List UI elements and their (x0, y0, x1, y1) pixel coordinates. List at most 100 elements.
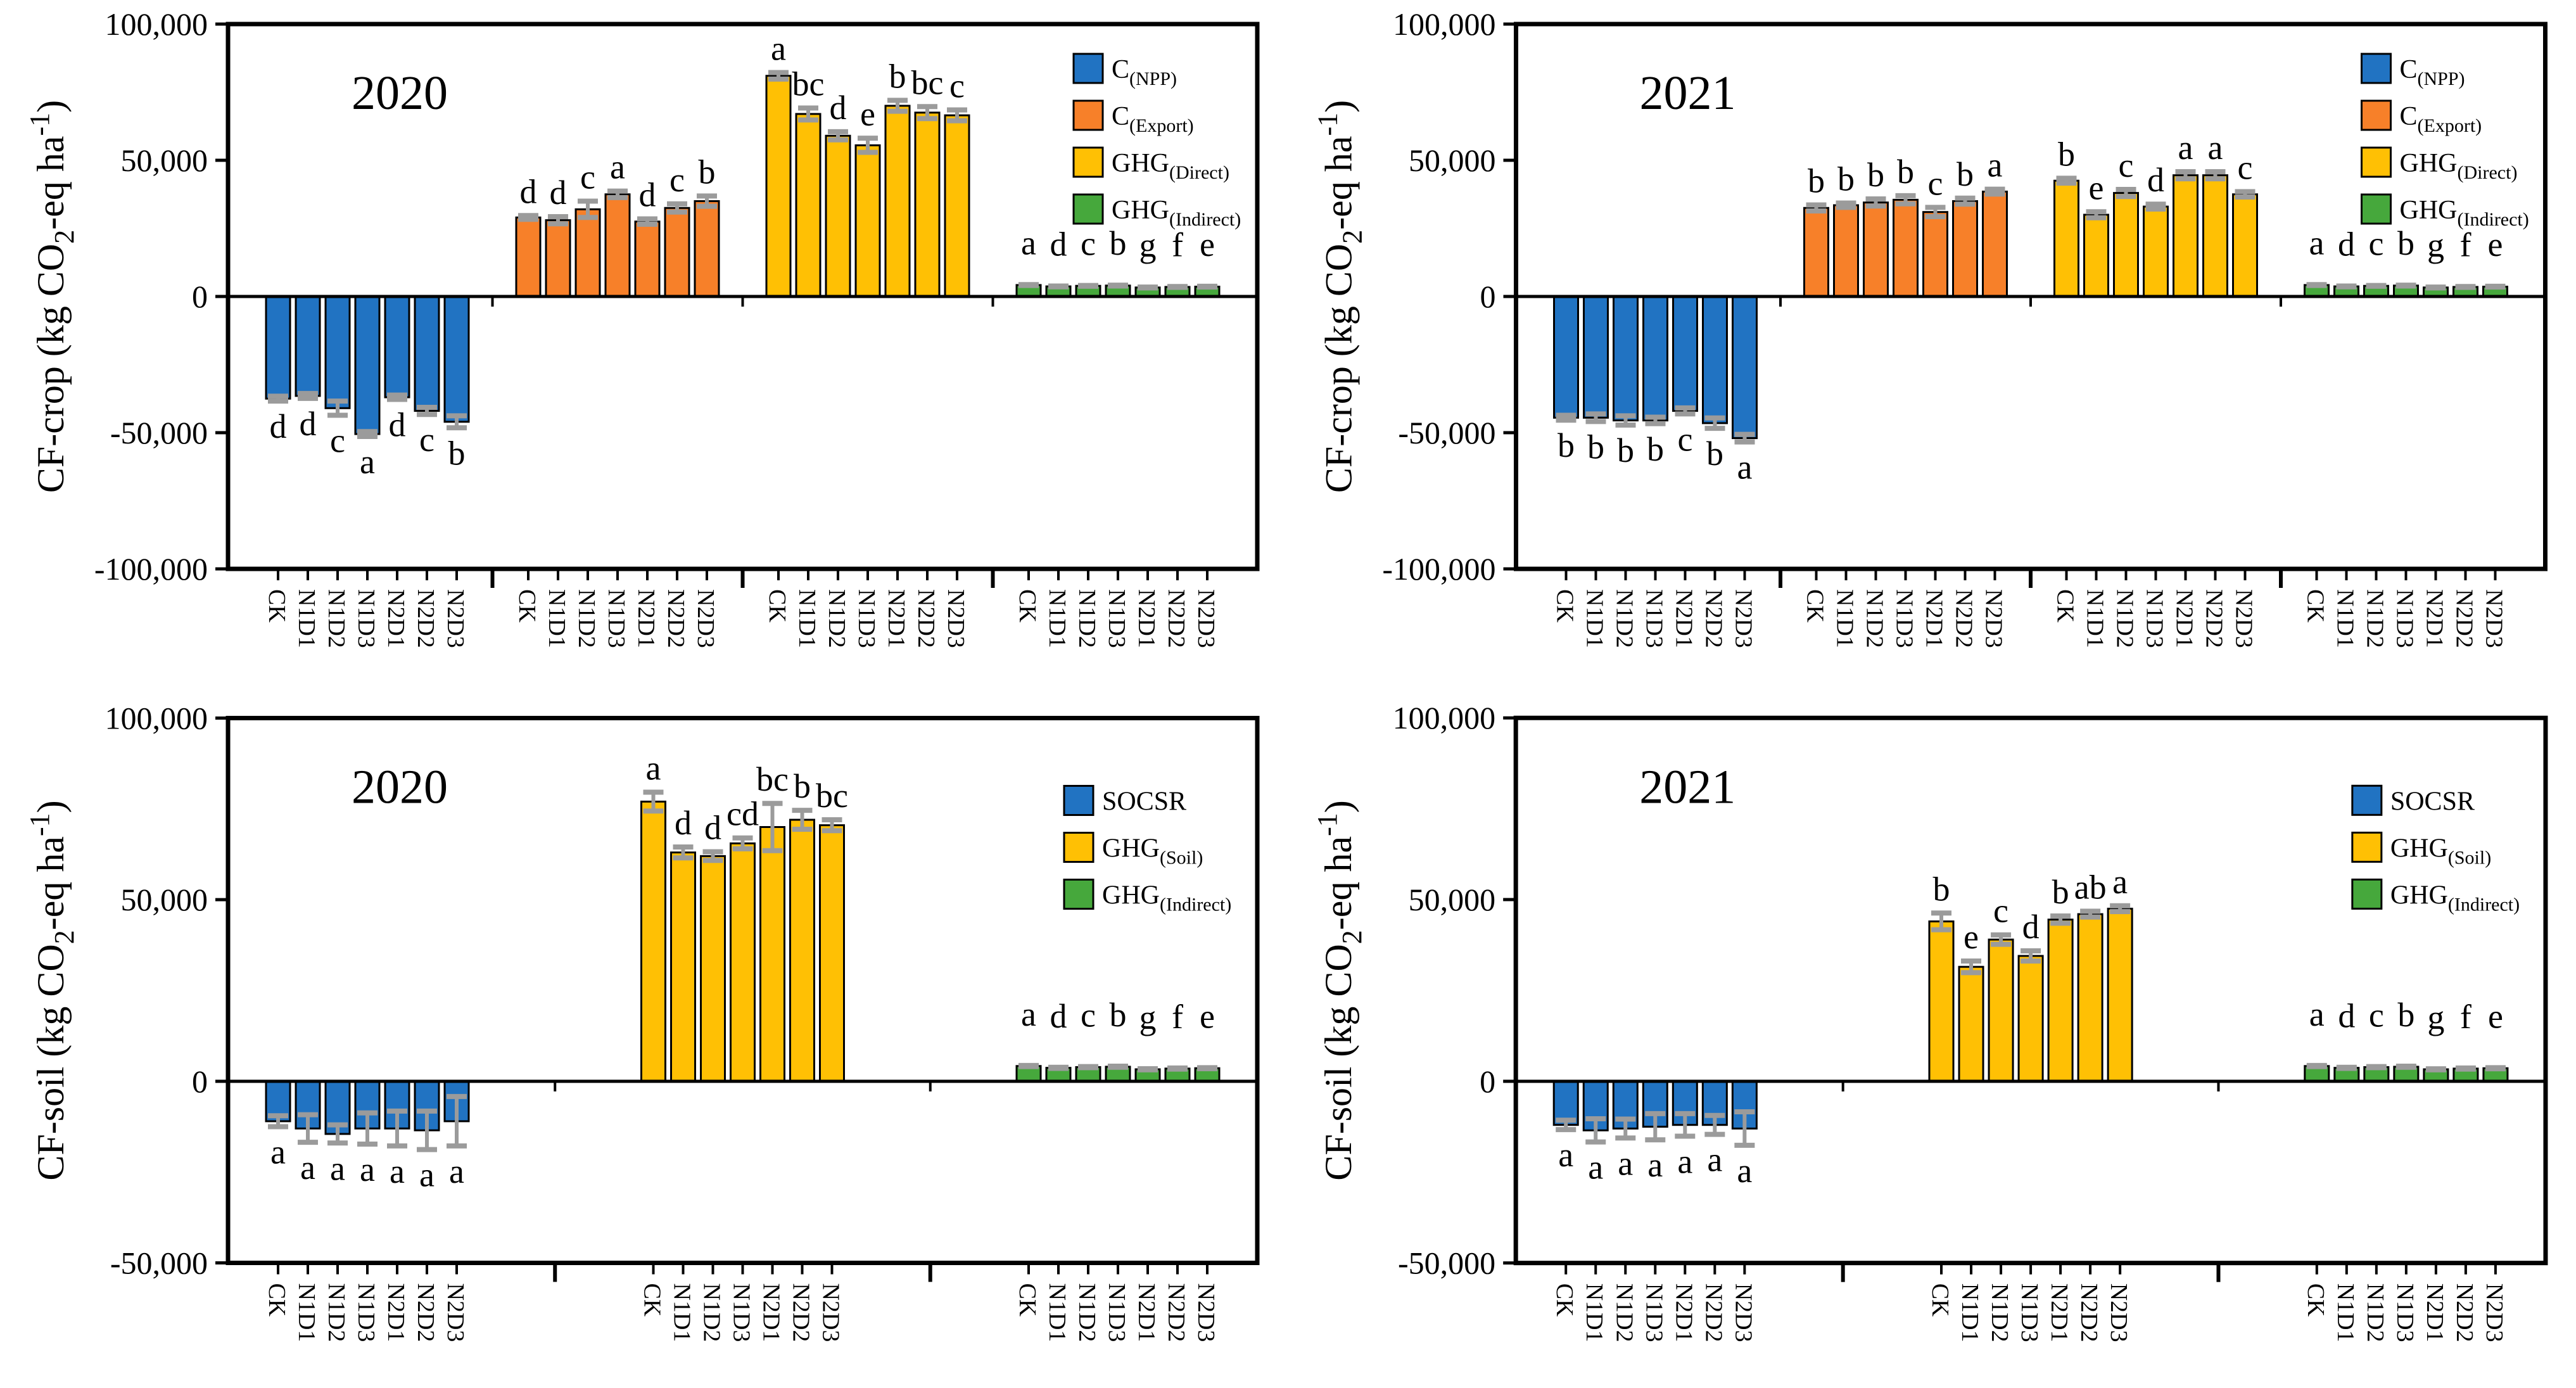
significance-letter: d (1050, 997, 1067, 1035)
bar-GHG(Soil)-N2D1 (2047, 919, 2074, 1083)
x-tick-label: N1D3 (2016, 1283, 2043, 1342)
x-tick-label: N2D2 (1163, 589, 1190, 648)
bar-C(NPP)-N2D3 (1732, 295, 1758, 440)
legend-label-GHG(Indirect): GHG(Indirect) (2400, 196, 2529, 230)
legend-swatch-GHG(Indirect) (1063, 879, 1094, 910)
bar-C(NPP)-N1D3 (1642, 295, 1668, 422)
y-axis-label: CF-crop (kg CO2-eq ha-1) (1312, 100, 1368, 493)
significance-letter: g (2427, 998, 2444, 1036)
significance-letter: c (1928, 164, 1943, 202)
bar-GHG(Soil)-N2D3 (819, 824, 845, 1083)
significance-letter: a (1588, 1149, 1603, 1187)
legend-swatch-C(NPP) (2361, 53, 2392, 84)
y-tick-label: -50,000 (110, 415, 208, 450)
bar-GHG(Direct)-N2D2 (2202, 174, 2228, 298)
x-tick-label: N1D1 (1044, 1283, 1070, 1342)
x-tick-label: N1D1 (2082, 589, 2109, 648)
y-tick-label: 100,000 (1393, 6, 1496, 42)
legend-swatch-SOCSR (1063, 785, 1094, 816)
x-tick-label: CK (1551, 1283, 1578, 1317)
x-tick-label: N2D1 (633, 589, 659, 648)
y-tick-label: 100,000 (1393, 700, 1496, 735)
x-tick-label: N1D3 (1103, 1283, 1130, 1342)
significance-letter: d (520, 172, 537, 210)
x-tick-label: N2D2 (2451, 589, 2478, 648)
bar-GHG(Soil)-N1D3 (2017, 955, 2044, 1083)
y-tick-label: 50,000 (1409, 882, 1496, 917)
bar-GHG(Direct)-N1D2 (2113, 192, 2139, 298)
panel-2021-cf-crop: b CK b N1D1 b N1D2 b N1D3 c N2D1 b N2D2 a N2D3 b CK b N1D… (1288, 0, 2576, 694)
significance-letter: a (1737, 449, 1753, 487)
legend-label-GHG(Indirect): GHG(Indirect) (1112, 196, 1241, 230)
x-tick-label: N1D3 (2392, 589, 2418, 648)
significance-letter: ab (2074, 868, 2107, 906)
bar-C(Export)-N2D2 (1952, 200, 1978, 298)
y-tick-label: 0 (192, 279, 208, 314)
legend-swatch-C(Export) (1072, 99, 1104, 131)
x-tick-label: N2D2 (2076, 1283, 2102, 1342)
significance-letter: b (1897, 153, 1914, 191)
bar-C(NPP)-N2D2 (1702, 295, 1728, 424)
x-tick-label: N2D3 (942, 589, 969, 648)
x-tick-label: N1D2 (2362, 589, 2389, 648)
legend-swatch-GHG(Soil) (2351, 831, 2383, 863)
significance-letter: e (1200, 226, 1215, 264)
significance-letter: a (2112, 863, 2128, 901)
significance-letter: a (1988, 146, 2003, 184)
significance-letter: a (300, 1149, 315, 1187)
legend-label-GHG(Indirect): GHG(Indirect) (1102, 881, 1231, 915)
significance-letter: d (2147, 161, 2164, 199)
significance-letter: d (675, 804, 692, 842)
significance-letter: a (1618, 1144, 1633, 1182)
panel-2020-cf-soil: a CK a N1D1 a N1D2 a N1D3 a N2D1 a N2D2 a N2D3 a CK d N1D… (0, 694, 1288, 1388)
significance-letter: c (2119, 146, 2134, 184)
significance-letter: bc (756, 760, 789, 798)
legend-label-GHG(Soil): GHG(Soil) (2390, 834, 2491, 868)
bar-C(Export)-N2D1 (1922, 211, 1948, 298)
y-tick-label: 100,000 (105, 701, 208, 736)
significance-letter: e (1964, 918, 1979, 956)
y-axis-label: CF-soil (kg CO2-eq ha-1) (1312, 800, 1367, 1180)
x-tick-label: N1D1 (1957, 1283, 1983, 1342)
x-tick-label: N1D2 (573, 589, 600, 648)
chart-2020-cf-soil-svg: a CK a N1D1 a N1D2 a N1D3 a N2D1 a N2D2 a N2D3 a CK d N1D… (24, 701, 1260, 1342)
chart-2021-cf-soil-svg: a CK a N1D1 a N1D2 a N1D3 a N2D1 a N2D2 a N2D3 b CK e N1D… (1312, 700, 2548, 1342)
legend-label-C(NPP): C(NPP) (1112, 55, 1177, 89)
significance-letter: a (2309, 995, 2325, 1033)
legend-swatch-C(NPP) (1072, 53, 1104, 84)
significance-letter: b (2397, 996, 2414, 1034)
plot-border (225, 716, 1260, 1265)
x-tick-label: CK (263, 589, 290, 623)
significance-letter: a (2208, 129, 2223, 167)
significance-letter: a (1021, 995, 1036, 1033)
significance-letter: a (771, 30, 786, 68)
x-tick-label: N1D3 (728, 1283, 755, 1342)
plot-border (225, 22, 1260, 571)
significance-letter: e (2488, 226, 2503, 264)
chart-2021-cf-crop-svg: b CK b N1D1 b N1D2 b N1D3 c N2D1 b N2D2 a N2D3 b CK b N1D… (1312, 6, 2547, 648)
x-tick-label: N2D1 (1133, 1283, 1160, 1342)
bar-C(Export)-N1D2 (574, 208, 601, 298)
significance-letter: a (2309, 224, 2325, 262)
legend-swatch-GHG(Direct) (2361, 146, 2392, 178)
significance-letter: b (1587, 428, 1604, 466)
bar-SOCSR-CK (1552, 1080, 1579, 1126)
x-tick-label: N1D1 (1832, 589, 1858, 648)
legend-swatch-GHG(Soil) (1063, 832, 1094, 863)
significance-letter: c (2369, 996, 2384, 1035)
significance-letter: b (1647, 430, 1664, 468)
bar-C(NPP)-N1D1 (1583, 295, 1609, 419)
significance-letter: b (1837, 160, 1855, 198)
bar-C(NPP)-N2D2 (414, 295, 440, 412)
panel-2021-cf-soil: a CK a N1D1 a N1D2 a N1D3 a N2D1 a N2D2 a N2D3 b CK e N1D… (1288, 694, 2576, 1388)
x-tick-label: CK (2302, 1283, 2329, 1317)
legend-swatch-SOCSR (2351, 784, 2383, 816)
x-tick-label: N1D2 (1074, 1283, 1100, 1342)
significance-letter: a (1677, 1143, 1692, 1181)
y-tick-label: 100,000 (105, 6, 208, 42)
bar-C(NPP)-CK (1553, 295, 1579, 419)
bar-GHG(Direct)-N2D1 (884, 105, 911, 298)
bar-GHG(Soil)-N2D2 (789, 818, 815, 1083)
bar-GHG(Direct)-N1D3 (854, 144, 881, 298)
y-tick-label: -50,000 (110, 1245, 208, 1281)
